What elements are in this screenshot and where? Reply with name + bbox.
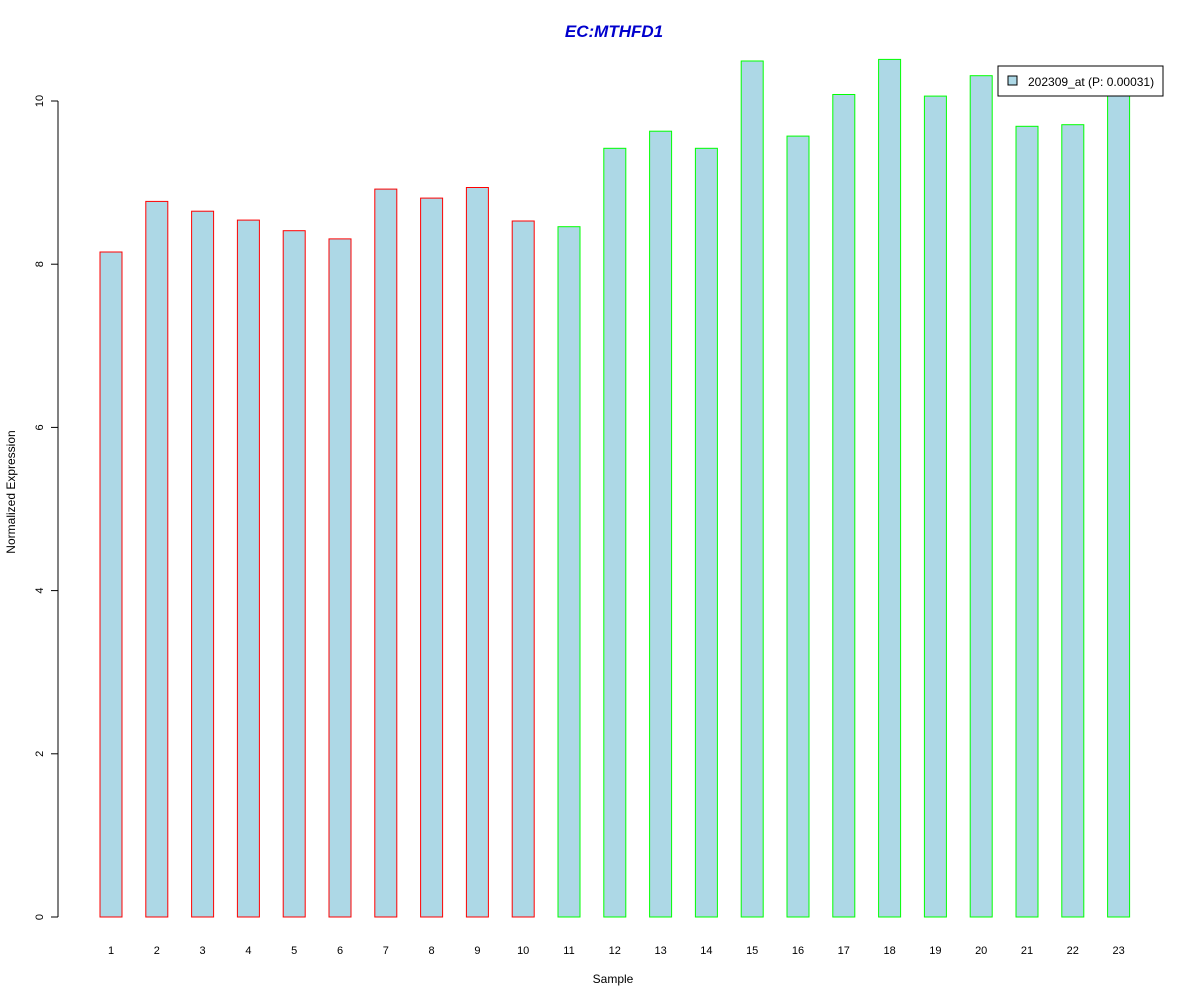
- y-tick-label: 10: [34, 95, 46, 107]
- x-tick-label: 13: [654, 945, 666, 957]
- bar-sample-23: [1107, 92, 1131, 918]
- bar-sample-6: [328, 238, 352, 918]
- x-tick-label: 3: [200, 945, 206, 957]
- bar-sample-14: [694, 147, 718, 918]
- bar-sample-11: [557, 226, 581, 918]
- x-tick-label: 18: [883, 945, 895, 957]
- x-tick-label: 19: [929, 945, 941, 957]
- x-tick-label: 20: [975, 945, 987, 957]
- bar-sample-19: [923, 95, 947, 918]
- legend: 202309_at (P: 0.00031): [997, 65, 1164, 97]
- x-axis-label: Sample: [593, 972, 634, 986]
- x-tick-label: 1: [108, 945, 114, 957]
- y-tick-label: 8: [34, 261, 46, 267]
- chart-title: EC:MTHFD1: [565, 22, 663, 41]
- bar-sample-22: [1061, 124, 1085, 918]
- bar-sample-13: [649, 130, 673, 918]
- bar-sample-7: [374, 188, 398, 918]
- x-tick-label: 5: [291, 945, 297, 957]
- bar-sample-9: [465, 187, 489, 918]
- bar-sample-12: [603, 147, 627, 918]
- x-tick-label: 11: [563, 945, 574, 957]
- bar-sample-16: [786, 135, 810, 918]
- bar-sample-21: [1015, 125, 1039, 918]
- bar-sample-18: [878, 58, 902, 918]
- bar-series: [99, 58, 1131, 918]
- y-axis-label: Normalized Expression: [4, 430, 18, 553]
- x-tick-label: 12: [609, 945, 621, 957]
- y-axis: 0 2 4 6 8 10: [34, 95, 59, 920]
- bar-sample-10: [511, 220, 535, 918]
- bar-sample-8: [420, 197, 444, 918]
- bar-sample-5: [282, 230, 306, 918]
- x-tick-label: 22: [1067, 945, 1079, 957]
- x-tick-label: 9: [474, 945, 480, 957]
- bar-sample-1: [99, 251, 123, 918]
- x-tick-label: 16: [792, 945, 804, 957]
- y-tick-label: 0: [34, 914, 46, 920]
- x-tick-label: 10: [517, 945, 529, 957]
- x-tick-label: 17: [838, 945, 850, 957]
- bar-sample-2: [145, 200, 169, 918]
- x-tick-label: 21: [1021, 945, 1033, 957]
- x-tick-label: 8: [429, 945, 435, 957]
- legend-label: 202309_at (P: 0.00031): [1028, 75, 1154, 89]
- y-tick-label: 4: [34, 588, 46, 594]
- x-tick-label: 2: [154, 945, 160, 957]
- x-tick-label: 14: [700, 945, 712, 957]
- x-tick-label: 23: [1112, 945, 1124, 957]
- y-tick-label: 2: [34, 751, 46, 757]
- x-tick-label: 15: [746, 945, 758, 957]
- bar-sample-3: [191, 210, 215, 918]
- x-tick-label: 6: [337, 945, 343, 957]
- legend-box: [997, 65, 1164, 97]
- x-axis-ticks: 1 2 3 4 5 6 7 8 9 10 11 12 13 14 15 16 17 18 19 20 21 22 23: [108, 945, 1125, 957]
- bar-sample-20: [969, 75, 993, 918]
- y-tick-label: 6: [34, 424, 46, 430]
- x-tick-label: 7: [383, 945, 389, 957]
- bar-sample-15: [740, 60, 764, 918]
- bar-sample-4: [236, 219, 260, 918]
- bar-sample-17: [832, 94, 856, 918]
- x-tick-label: 4: [245, 945, 251, 957]
- legend-swatch: [1007, 75, 1018, 86]
